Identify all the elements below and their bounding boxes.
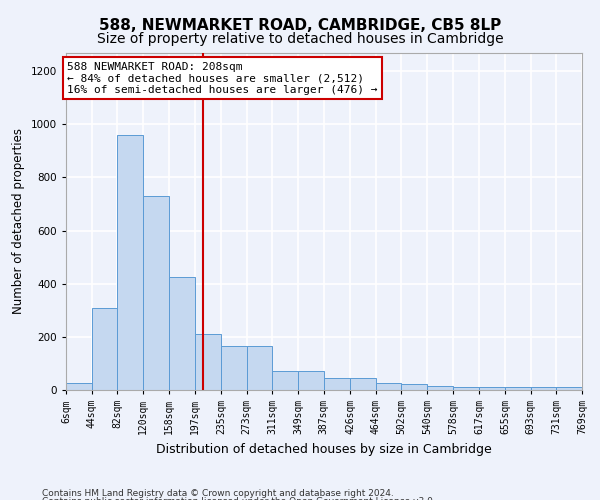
Bar (143, 196, 169, 390)
Y-axis label: Number of detached properties: Number of detached properties (12, 128, 25, 314)
Bar (479, 388, 505, 390)
Bar (323, 378, 350, 390)
Bar (195, 334, 221, 390)
Bar (350, 378, 376, 390)
Bar (530, 388, 556, 390)
Text: Size of property relative to detached houses in Cambridge: Size of property relative to detached ho… (97, 32, 503, 46)
Bar (272, 372, 298, 390)
Bar (221, 346, 247, 390)
Bar (453, 388, 479, 390)
Bar (376, 382, 401, 390)
Text: 588 NEWMARKET ROAD: 208sqm
← 84% of detached houses are smaller (2,512)
16% of s: 588 NEWMARKET ROAD: 208sqm ← 84% of deta… (67, 62, 378, 95)
Bar (505, 388, 530, 390)
Bar (298, 372, 323, 390)
Text: Contains public sector information licensed under the Open Government Licence v3: Contains public sector information licen… (42, 497, 436, 500)
Bar (66, 384, 92, 390)
Bar (247, 346, 272, 390)
Text: 588, NEWMARKET ROAD, CAMBRIDGE, CB5 8LP: 588, NEWMARKET ROAD, CAMBRIDGE, CB5 8LP (99, 18, 501, 32)
Bar (427, 386, 453, 390)
Bar (118, 135, 143, 390)
Bar (169, 277, 195, 390)
Bar (92, 308, 118, 390)
Bar (401, 384, 427, 390)
X-axis label: Distribution of detached houses by size in Cambridge: Distribution of detached houses by size … (156, 442, 492, 456)
Text: Contains HM Land Registry data © Crown copyright and database right 2024.: Contains HM Land Registry data © Crown c… (42, 488, 394, 498)
Bar (556, 388, 582, 390)
